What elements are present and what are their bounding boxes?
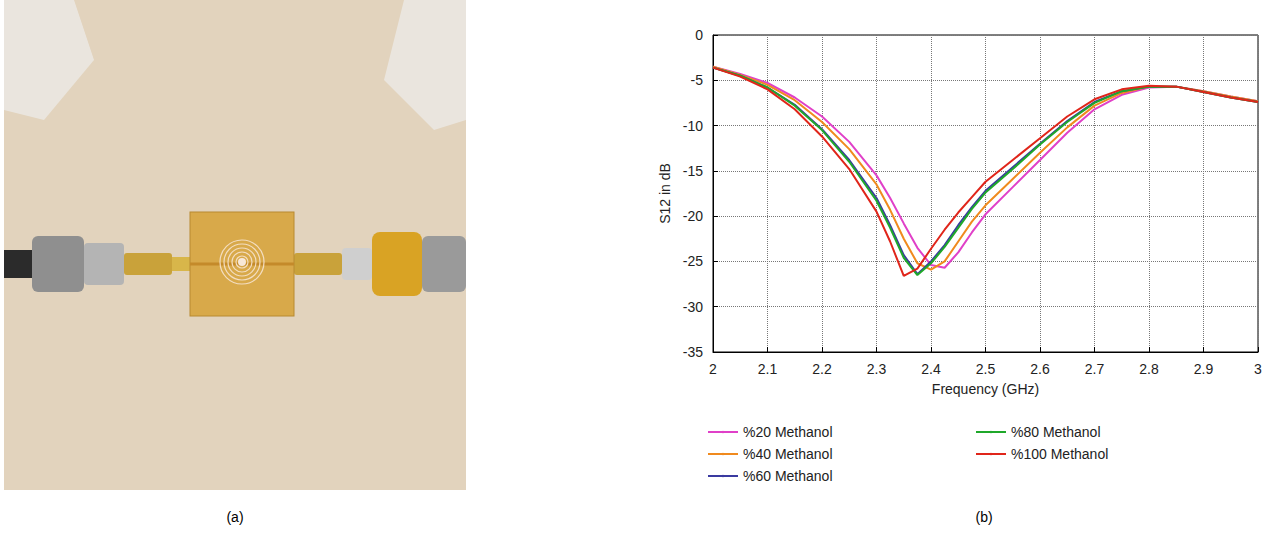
svg-text:2.7: 2.7 <box>1085 361 1105 377</box>
svg-text:-35: -35 <box>683 344 703 360</box>
svg-text:%100 Methanol: %100 Methanol <box>1011 446 1108 462</box>
svg-text:%40 Methanol: %40 Methanol <box>743 446 833 462</box>
svg-text:-5: -5 <box>691 72 704 88</box>
svg-text:2.4: 2.4 <box>921 361 941 377</box>
svg-text:0: 0 <box>695 27 703 43</box>
svg-text:-30: -30 <box>683 299 703 315</box>
svg-text:-15: -15 <box>683 163 703 179</box>
svg-text:%80 Methanol: %80 Methanol <box>1011 424 1101 440</box>
svg-text:2.2: 2.2 <box>812 361 832 377</box>
svg-text:%60 Methanol: %60 Methanol <box>743 468 833 484</box>
svg-text:2.5: 2.5 <box>976 361 996 377</box>
svg-text:(a): (a) <box>226 509 243 525</box>
svg-text:%20 Methanol: %20 Methanol <box>743 424 833 440</box>
svg-text:-20: -20 <box>683 208 703 224</box>
svg-text:S12 in dB: S12 in dB <box>657 163 673 224</box>
svg-text:2.9: 2.9 <box>1194 361 1214 377</box>
svg-text:(b): (b) <box>976 509 993 525</box>
svg-text:2.3: 2.3 <box>867 361 887 377</box>
svg-text:-10: -10 <box>683 118 703 134</box>
svg-text:2.6: 2.6 <box>1030 361 1050 377</box>
svg-text:2.1: 2.1 <box>758 361 778 377</box>
svg-text:3: 3 <box>1254 361 1262 377</box>
svg-text:-25: -25 <box>683 253 703 269</box>
svg-text:2: 2 <box>709 361 717 377</box>
svg-text:2.8: 2.8 <box>1139 361 1159 377</box>
svg-text:Frequency (GHz): Frequency (GHz) <box>932 381 1039 397</box>
